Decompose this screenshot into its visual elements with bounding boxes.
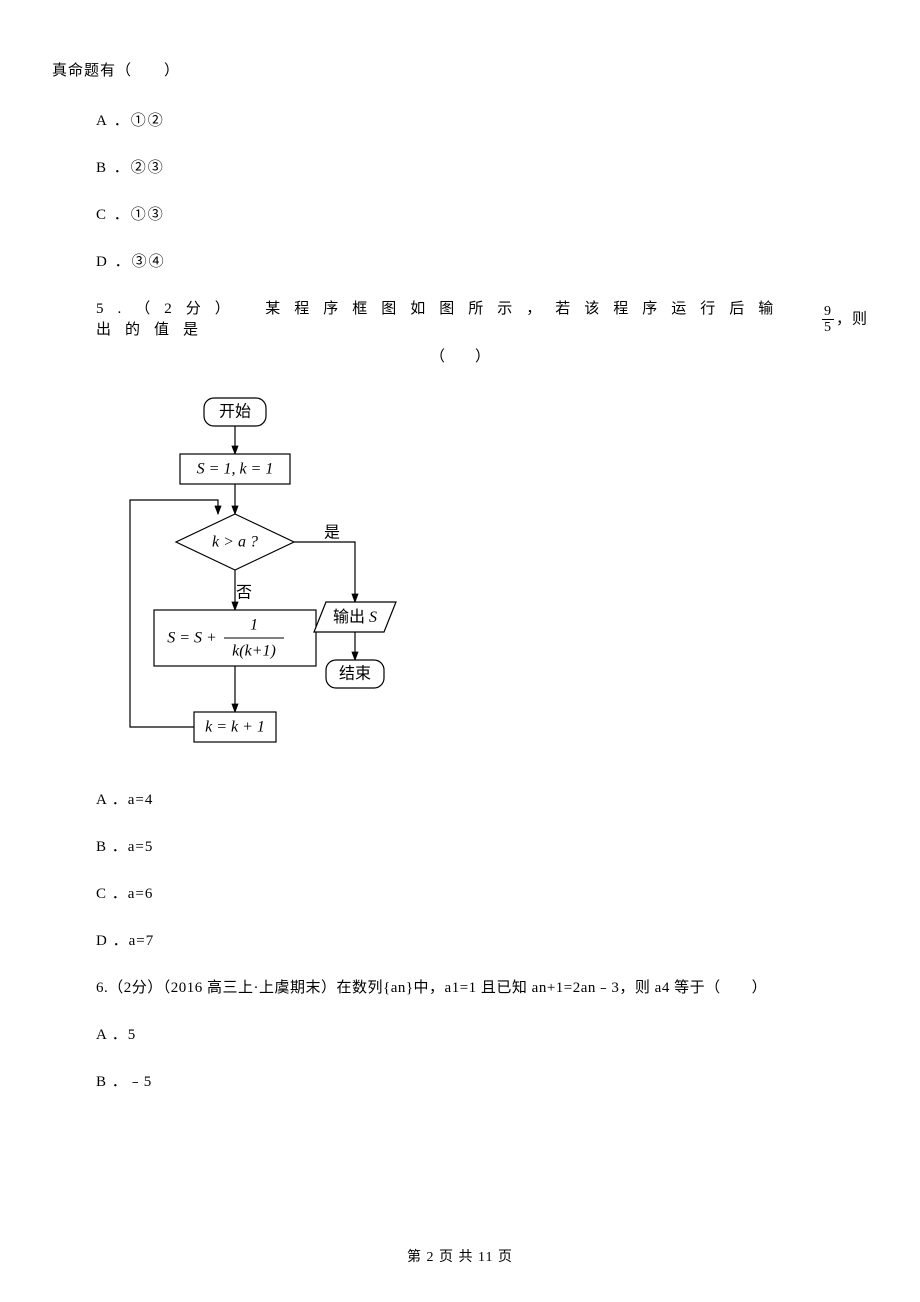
svg-text:开始: 开始 bbox=[219, 402, 251, 420]
q5-suffix: ，则 bbox=[836, 311, 868, 327]
q4-stem-tail: 真命题有（ ） bbox=[52, 60, 868, 83]
svg-text:1: 1 bbox=[250, 616, 258, 633]
q6-stem: 6.（2分）（2016 高三上·上虞期末）在数列{an}中，a1=1 且已知 a… bbox=[96, 976, 868, 997]
q5-fraction: 9 5 bbox=[822, 305, 834, 335]
svg-text:k(k+1): k(k+1) bbox=[232, 642, 276, 659]
q5-frac-den: 5 bbox=[822, 320, 834, 335]
q5-opt-d: D ．a=7 bbox=[96, 929, 868, 950]
svg-text:否: 否 bbox=[236, 584, 252, 601]
q4-opt-d: D ．③④ bbox=[96, 250, 868, 271]
svg-text:S = 1, k = 1: S = 1, k = 1 bbox=[197, 460, 274, 477]
svg-text:S = S +: S = S + bbox=[167, 629, 217, 646]
q4-opt-b: B ．②③ bbox=[96, 156, 868, 177]
q4-opt-a: A ．①② bbox=[96, 109, 868, 130]
q6-opt-a: A ．5 bbox=[96, 1023, 868, 1044]
q5-frac-num: 9 bbox=[822, 305, 834, 320]
flowchart-svg: 否 是 开始 S = 1, k = 1 k > a ? S = S + 1 k(k+1) k =… bbox=[108, 392, 398, 762]
q5-opt-c: C ．a=6 bbox=[96, 882, 868, 903]
q5-paren: （ ） bbox=[52, 345, 868, 366]
svg-text:k = k + 1: k = k + 1 bbox=[205, 718, 265, 735]
q5-flowchart: 否 是 开始 S = 1, k = 1 k > a ? S = S + 1 k(k+1) k =… bbox=[108, 392, 868, 762]
q5-opt-b: B ．a=5 bbox=[96, 835, 868, 856]
svg-text:是: 是 bbox=[324, 524, 340, 541]
q5-stem-prefix: 5.（2分） 某程序框图如图所示，若该程序运行后输出的值是 bbox=[96, 297, 816, 339]
q5-stem-tail: 9 5 ，则 bbox=[820, 305, 868, 335]
page-footer: 第 2 页 共 11 页 bbox=[0, 1246, 920, 1266]
q5-stem-row: 5.（2分） 某程序框图如图所示，若该程序运行后输出的值是 9 5 ，则 bbox=[52, 297, 868, 339]
q6-opt-b: B ．﹣5 bbox=[96, 1070, 868, 1091]
q5-opt-a: A ．a=4 bbox=[96, 788, 868, 809]
svg-text:k > a ?: k > a ? bbox=[212, 533, 258, 550]
q4-opt-c: C ．①③ bbox=[96, 203, 868, 224]
svg-text:结束: 结束 bbox=[339, 664, 371, 682]
svg-text:输出 S: 输出 S bbox=[333, 607, 377, 625]
